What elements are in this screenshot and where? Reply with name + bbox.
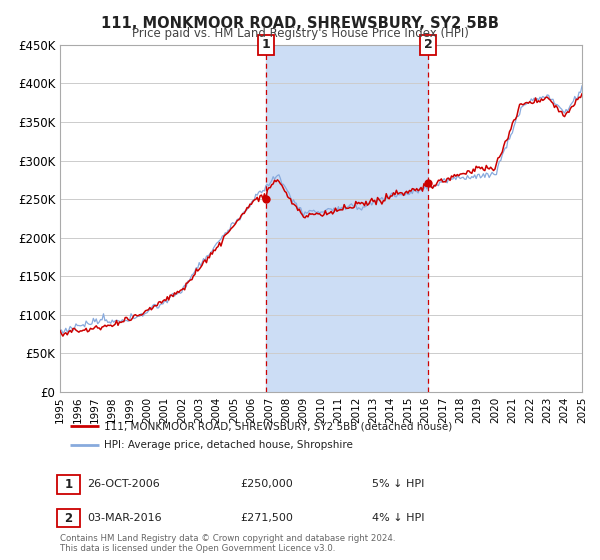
- Text: HPI: Average price, detached house, Shropshire: HPI: Average price, detached house, Shro…: [104, 440, 353, 450]
- Text: 4% ↓ HPI: 4% ↓ HPI: [372, 513, 425, 523]
- Text: 03-MAR-2016: 03-MAR-2016: [87, 513, 161, 523]
- Bar: [266, 45, 428, 392]
- Text: £250,000: £250,000: [240, 479, 293, 489]
- Text: 26-OCT-2006: 26-OCT-2006: [87, 479, 160, 489]
- Text: Contains HM Land Registry data © Crown copyright and database right 2024.
This d: Contains HM Land Registry data © Crown c…: [60, 534, 395, 553]
- Text: Price paid vs. HM Land Registry's House Price Index (HPI): Price paid vs. HM Land Registry's House …: [131, 27, 469, 40]
- Text: 2: 2: [64, 511, 73, 525]
- Text: 111, MONKMOOR ROAD, SHREWSBURY, SY2 5BB (detached house): 111, MONKMOOR ROAD, SHREWSBURY, SY2 5BB …: [104, 421, 452, 431]
- Text: 1: 1: [64, 478, 73, 491]
- Text: £271,500: £271,500: [240, 513, 293, 523]
- Text: 111, MONKMOOR ROAD, SHREWSBURY, SY2 5BB: 111, MONKMOOR ROAD, SHREWSBURY, SY2 5BB: [101, 16, 499, 31]
- Text: 5% ↓ HPI: 5% ↓ HPI: [372, 479, 424, 489]
- Text: 1: 1: [261, 38, 270, 52]
- Text: 2: 2: [424, 38, 433, 52]
